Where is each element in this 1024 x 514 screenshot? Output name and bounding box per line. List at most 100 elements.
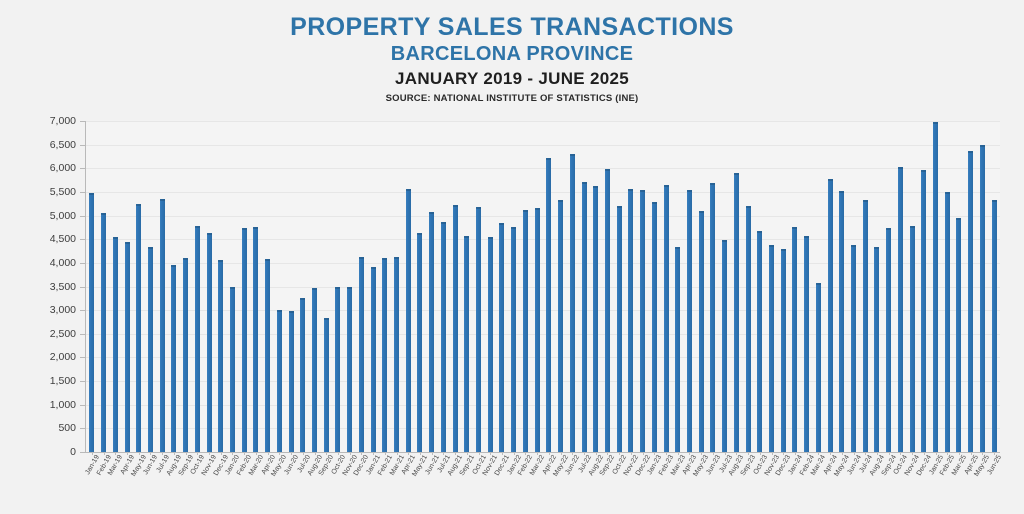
bar[interactable] [851, 244, 857, 452]
bar[interactable] [827, 179, 833, 452]
bar-cap [815, 283, 821, 286]
x-axis-tick [806, 452, 808, 455]
gridline [86, 239, 1000, 241]
x-axis-tick [654, 452, 656, 455]
bar-cap [440, 222, 446, 225]
bar[interactable] [335, 287, 341, 452]
x-axis-tick [771, 452, 773, 455]
bar-cap [253, 226, 259, 229]
bar[interactable] [534, 208, 540, 452]
x-axis-tick [888, 452, 890, 455]
bar[interactable] [909, 225, 915, 452]
bar[interactable] [921, 170, 927, 452]
bar[interactable] [710, 183, 716, 452]
bar[interactable] [757, 230, 763, 452]
bar[interactable] [206, 232, 212, 452]
bar[interactable] [499, 222, 505, 452]
bar[interactable] [686, 190, 692, 452]
bar-cap [593, 186, 599, 189]
y-axis-tick [80, 357, 85, 359]
bar[interactable] [874, 246, 880, 452]
x-axis-tick [677, 452, 679, 455]
bar[interactable] [347, 286, 353, 452]
bar[interactable] [569, 154, 575, 452]
bar[interactable] [147, 246, 153, 452]
bar[interactable] [89, 192, 95, 452]
bar[interactable] [382, 258, 388, 452]
bar[interactable] [241, 227, 247, 452]
bar[interactable] [159, 199, 165, 452]
bar[interactable] [663, 185, 669, 452]
bar[interactable] [698, 211, 704, 452]
bar[interactable] [452, 204, 458, 452]
bar[interactable] [558, 200, 564, 452]
bar[interactable] [956, 218, 962, 452]
bar[interactable] [112, 237, 118, 452]
bar[interactable] [276, 310, 282, 452]
bar[interactable] [944, 191, 950, 452]
bar-cap [616, 205, 622, 208]
bar[interactable] [394, 257, 400, 452]
bar[interactable] [511, 226, 517, 452]
bar[interactable] [968, 150, 974, 452]
bar[interactable] [288, 311, 294, 452]
bar[interactable] [546, 157, 552, 452]
bar[interactable] [640, 190, 646, 452]
bar[interactable] [839, 191, 845, 452]
bar[interactable] [253, 226, 259, 452]
bar[interactable] [886, 227, 892, 452]
bar[interactable] [300, 297, 306, 452]
bar[interactable] [897, 167, 903, 452]
bar[interactable] [136, 204, 142, 452]
bar[interactable] [487, 237, 493, 452]
x-axis-tick [537, 452, 539, 455]
bar[interactable] [218, 260, 224, 452]
bar[interactable] [417, 232, 423, 452]
bar[interactable] [312, 287, 317, 452]
bar[interactable] [780, 248, 786, 452]
bar[interactable] [593, 186, 599, 452]
bar[interactable] [265, 258, 271, 452]
bar-cap [675, 247, 681, 250]
bar[interactable] [979, 144, 985, 452]
bar[interactable] [464, 236, 470, 452]
bar[interactable] [323, 317, 329, 452]
bar[interactable] [675, 247, 681, 452]
bar[interactable] [862, 200, 868, 452]
bar[interactable] [651, 201, 657, 452]
bar[interactable] [429, 212, 435, 452]
bar[interactable] [733, 173, 739, 452]
x-axis-tick [244, 452, 246, 455]
x-axis-tick [595, 452, 597, 455]
bar[interactable] [792, 226, 798, 452]
bar[interactable] [722, 239, 728, 452]
bar[interactable] [405, 188, 411, 452]
bar-cap [722, 239, 728, 242]
bar[interactable] [522, 209, 528, 452]
bar[interactable] [804, 235, 810, 452]
bar[interactable] [769, 245, 774, 452]
bar[interactable] [476, 207, 482, 452]
bar[interactable] [581, 182, 587, 452]
bar[interactable] [815, 283, 821, 452]
bar[interactable] [604, 168, 610, 452]
bar[interactable] [745, 205, 751, 452]
bar-cap [733, 173, 739, 176]
bar[interactable] [358, 256, 364, 452]
bar[interactable] [440, 222, 446, 452]
bar[interactable] [616, 205, 622, 452]
bar-cap [429, 212, 435, 215]
bar[interactable] [991, 199, 997, 452]
bar[interactable] [933, 121, 939, 452]
bar[interactable] [628, 189, 634, 452]
bar[interactable] [229, 286, 235, 452]
x-axis-tick [455, 452, 457, 455]
bar[interactable] [101, 212, 107, 452]
bar-cap [558, 200, 564, 203]
bar[interactable] [183, 258, 189, 452]
bar[interactable] [194, 226, 200, 452]
y-axis-tick [80, 215, 85, 217]
bar[interactable] [370, 266, 376, 452]
bar[interactable] [124, 242, 130, 452]
bar[interactable] [171, 264, 177, 452]
